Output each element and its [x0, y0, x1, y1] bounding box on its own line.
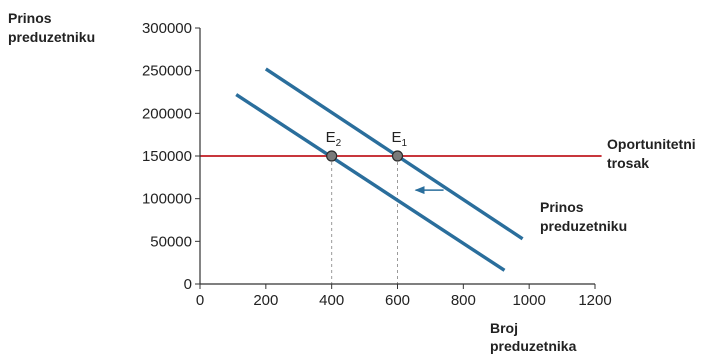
equilibrium-point [391, 150, 404, 162]
y-axis-label-line1: Prinos [8, 10, 52, 26]
opportunity-cost-label-line2: trosak [607, 155, 649, 171]
guide-lines [331, 156, 398, 284]
equilibrium-label: E1 [392, 129, 408, 149]
equilibrium-points: E2 E1 [326, 129, 408, 162]
ticks: 0 50000 100000 150000 200000 250000 300000 0 200… [142, 20, 612, 309]
y-tick-label: 100000 [142, 191, 192, 208]
y-tick-label: 150000 [142, 148, 192, 165]
series-line-return-shifted [235, 93, 506, 272]
equilibrium-point [326, 150, 338, 162]
y-tick-label: 200000 [142, 105, 192, 122]
x-tick-label: 0 [196, 292, 204, 309]
x-tick-label: 600 [385, 292, 410, 309]
return-curve-label-line2: preduzetniku [540, 218, 627, 234]
equilibrium-label: E2 [326, 129, 342, 149]
y-tick-label: 300000 [142, 20, 192, 37]
series-lines [200, 67, 602, 272]
opportunity-cost-label-line1: Oportunitetni [607, 136, 696, 152]
x-axis-label-line2: preduzetnika [490, 338, 577, 354]
x-tick-label: 200 [253, 292, 278, 309]
x-tick-label: 800 [451, 292, 476, 309]
x-tick-label: 400 [319, 292, 344, 309]
y-axis-label-line2: preduzetniku [8, 29, 95, 45]
y-tick-label: 0 [184, 276, 192, 293]
x-tick-label: 1000 [512, 292, 545, 309]
x-axis-label-line1: Broj [490, 320, 518, 336]
y-tick-label: 50000 [150, 233, 192, 250]
y-tick-label: 250000 [142, 63, 192, 80]
return-curve-label-line1: Prinos [540, 199, 584, 215]
x-tick-label: 1200 [578, 292, 611, 309]
